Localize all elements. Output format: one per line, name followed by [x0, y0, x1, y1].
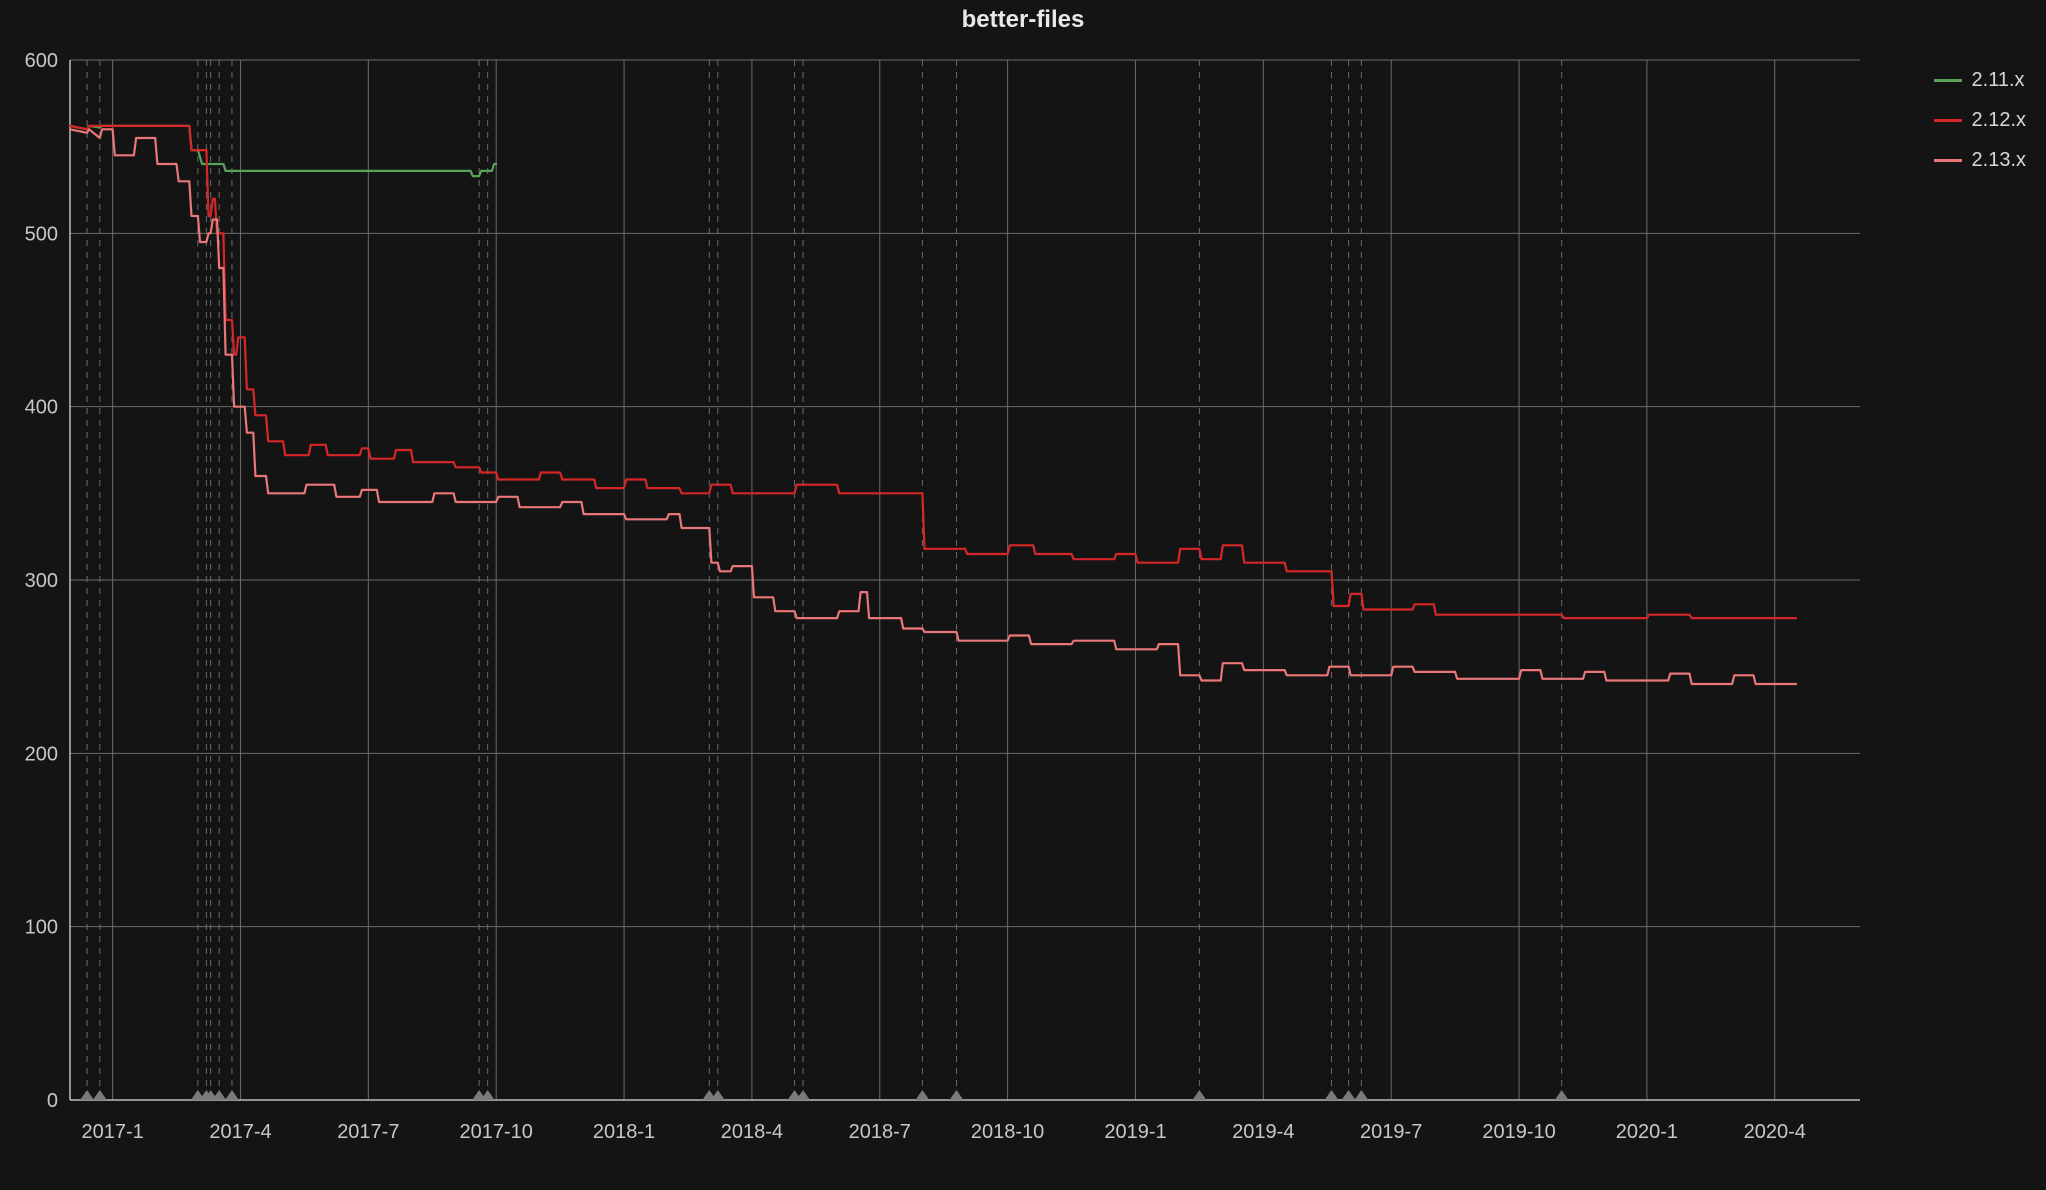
line-chart: 2017-1 2017-4 2017-7 2017-10 2018-1 2018-4 201… — [0, 40, 1880, 1170]
svg-text:500: 500 — [25, 223, 58, 245]
legend-label: 2.12.x — [1972, 100, 2026, 140]
svg-text:2020-4: 2020-4 — [1744, 1121, 1806, 1143]
svg-text:2019-10: 2019-10 — [1482, 1121, 1555, 1143]
svg-text:2017-7: 2017-7 — [337, 1121, 399, 1143]
legend: 2.11.x 2.12.x 2.13.x — [1934, 60, 2026, 180]
svg-text:100: 100 — [25, 917, 58, 939]
svg-text:0: 0 — [47, 1090, 58, 1112]
legend-label: 2.13.x — [1972, 140, 2026, 180]
svg-text:2017-1: 2017-1 — [81, 1121, 143, 1143]
legend-item[interactable]: 2.12.x — [1934, 100, 2026, 140]
legend-item[interactable]: 2.11.x — [1934, 60, 2026, 100]
svg-text:2017-10: 2017-10 — [459, 1121, 532, 1143]
chart-title: better-files — [0, 6, 2046, 34]
svg-text:400: 400 — [25, 397, 58, 419]
svg-text:2018-4: 2018-4 — [721, 1121, 783, 1143]
svg-text:600: 600 — [25, 50, 58, 72]
legend-label: 2.11.x — [1972, 60, 2025, 100]
svg-text:2018-7: 2018-7 — [849, 1121, 911, 1143]
svg-text:200: 200 — [25, 743, 58, 765]
svg-text:2018-1: 2018-1 — [593, 1121, 655, 1143]
svg-text:300: 300 — [25, 570, 58, 592]
svg-text:2018-10: 2018-10 — [971, 1121, 1044, 1143]
legend-swatch-icon — [1934, 79, 1962, 82]
svg-text:2019-7: 2019-7 — [1360, 1121, 1422, 1143]
svg-text:2020-1: 2020-1 — [1616, 1121, 1678, 1143]
svg-text:2019-4: 2019-4 — [1232, 1121, 1294, 1143]
svg-text:2017-4: 2017-4 — [209, 1121, 271, 1143]
legend-item[interactable]: 2.13.x — [1934, 140, 2026, 180]
svg-text:2019-1: 2019-1 — [1104, 1121, 1166, 1143]
legend-swatch-icon — [1934, 159, 1962, 162]
legend-swatch-icon — [1934, 119, 1962, 122]
